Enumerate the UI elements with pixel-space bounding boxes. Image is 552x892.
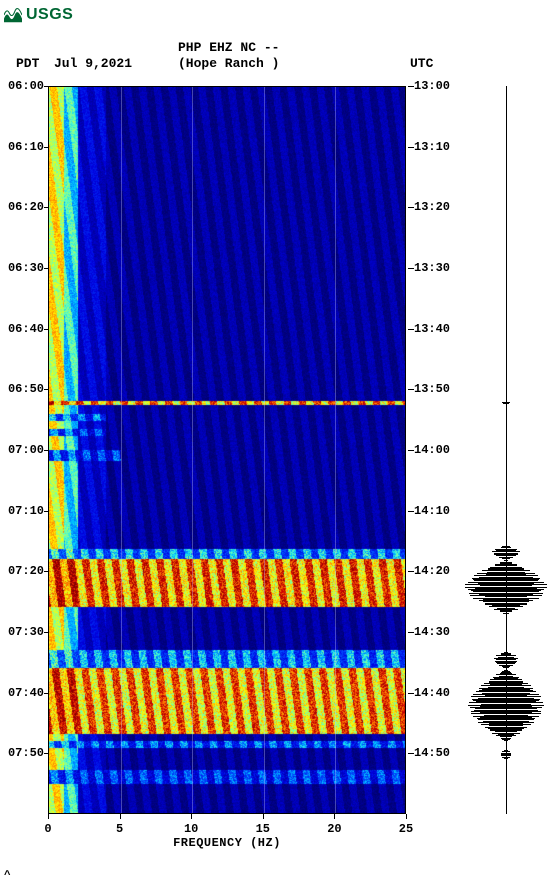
ytick-right: 14:20 xyxy=(414,564,462,578)
x-axis-label: FREQUENCY (HZ) xyxy=(173,836,281,850)
ytick-mark-left xyxy=(44,753,48,754)
gridline xyxy=(121,87,122,813)
ytick-mark-left xyxy=(44,632,48,633)
ytick-left: 06:20 xyxy=(4,200,44,214)
ytick-left: 07:10 xyxy=(4,504,44,518)
gridline xyxy=(264,87,265,813)
utc-label: UTC xyxy=(410,56,433,71)
footer-mark: ^ xyxy=(4,870,11,882)
wave-icon xyxy=(4,7,22,23)
ytick-left: 07:20 xyxy=(4,564,44,578)
ytick-left: 07:50 xyxy=(4,746,44,760)
waveform-trace xyxy=(503,667,508,668)
xtick-label: 20 xyxy=(327,822,341,836)
ytick-mark-left xyxy=(44,207,48,208)
pdt-label: PDT xyxy=(16,56,39,71)
spectrogram-plot xyxy=(48,86,406,814)
ytick-right: 13:10 xyxy=(414,140,462,154)
xtick-label: 10 xyxy=(184,822,198,836)
xtick-label: 0 xyxy=(44,822,51,836)
ytick-mark-left xyxy=(44,86,48,87)
waveform-trace xyxy=(503,613,508,614)
xtick-mark xyxy=(406,814,407,819)
ytick-left: 07:30 xyxy=(4,625,44,639)
ytick-left: 06:30 xyxy=(4,261,44,275)
ytick-right: 14:40 xyxy=(414,686,462,700)
ytick-right: 14:00 xyxy=(414,443,462,457)
waveform-trace xyxy=(504,740,507,741)
ytick-right: 13:20 xyxy=(414,200,462,214)
ytick-right: 14:50 xyxy=(414,746,462,760)
date-label: Jul 9,2021 xyxy=(54,56,132,71)
ytick-left: 06:10 xyxy=(4,140,44,154)
spectrogram-canvas xyxy=(49,87,405,813)
usgs-text: USGS xyxy=(26,6,73,24)
waveform-panel xyxy=(464,86,548,814)
xtick-mark xyxy=(263,814,264,819)
location-label: (Hope Ranch ) xyxy=(178,56,279,71)
ytick-right: 13:50 xyxy=(414,382,462,396)
usgs-logo: USGS xyxy=(4,6,73,24)
ytick-left: 07:00 xyxy=(4,443,44,457)
ytick-left: 06:40 xyxy=(4,322,44,336)
waveform-trace xyxy=(502,558,510,559)
xtick-mark xyxy=(48,814,49,819)
ytick-left: 06:00 xyxy=(4,79,44,93)
ytick-mark-left xyxy=(44,329,48,330)
ytick-right: 13:40 xyxy=(414,322,462,336)
ytick-mark-left xyxy=(44,389,48,390)
ytick-left: 06:50 xyxy=(4,382,44,396)
ytick-mark-left xyxy=(44,268,48,269)
waveform-trace xyxy=(503,403,509,404)
xtick-mark xyxy=(334,814,335,819)
station-code: PHP EHZ NC -- xyxy=(178,40,279,55)
ytick-mark-left xyxy=(44,693,48,694)
ytick-right: 13:30 xyxy=(414,261,462,275)
xtick-mark xyxy=(191,814,192,819)
ytick-right: 14:30 xyxy=(414,625,462,639)
ytick-mark-left xyxy=(44,511,48,512)
xtick-label: 5 xyxy=(116,822,123,836)
ytick-left: 07:40 xyxy=(4,686,44,700)
ytick-right: 14:10 xyxy=(414,504,462,518)
xtick-mark xyxy=(120,814,121,819)
ytick-mark-left xyxy=(44,147,48,148)
gridline xyxy=(335,87,336,813)
xtick-label: 15 xyxy=(256,822,270,836)
ytick-mark-left xyxy=(44,450,48,451)
ytick-mark-left xyxy=(44,571,48,572)
waveform-trace xyxy=(504,758,508,759)
gridline xyxy=(192,87,193,813)
xtick-label: 25 xyxy=(399,822,413,836)
ytick-right: 13:00 xyxy=(414,79,462,93)
